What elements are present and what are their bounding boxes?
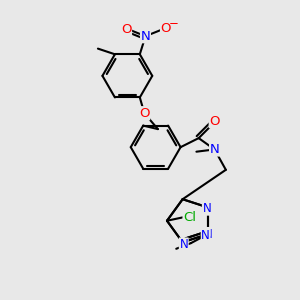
Text: O: O [121, 23, 131, 36]
Text: N: N [204, 228, 212, 241]
Text: O: O [139, 107, 150, 120]
Text: N: N [202, 202, 211, 215]
Text: N: N [210, 143, 219, 156]
Text: N: N [141, 30, 150, 43]
Text: O: O [209, 115, 220, 128]
Text: Cl: Cl [183, 211, 196, 224]
Text: O: O [160, 22, 171, 35]
Text: N: N [201, 229, 210, 242]
Text: N: N [179, 238, 188, 251]
Text: −: − [169, 17, 179, 30]
